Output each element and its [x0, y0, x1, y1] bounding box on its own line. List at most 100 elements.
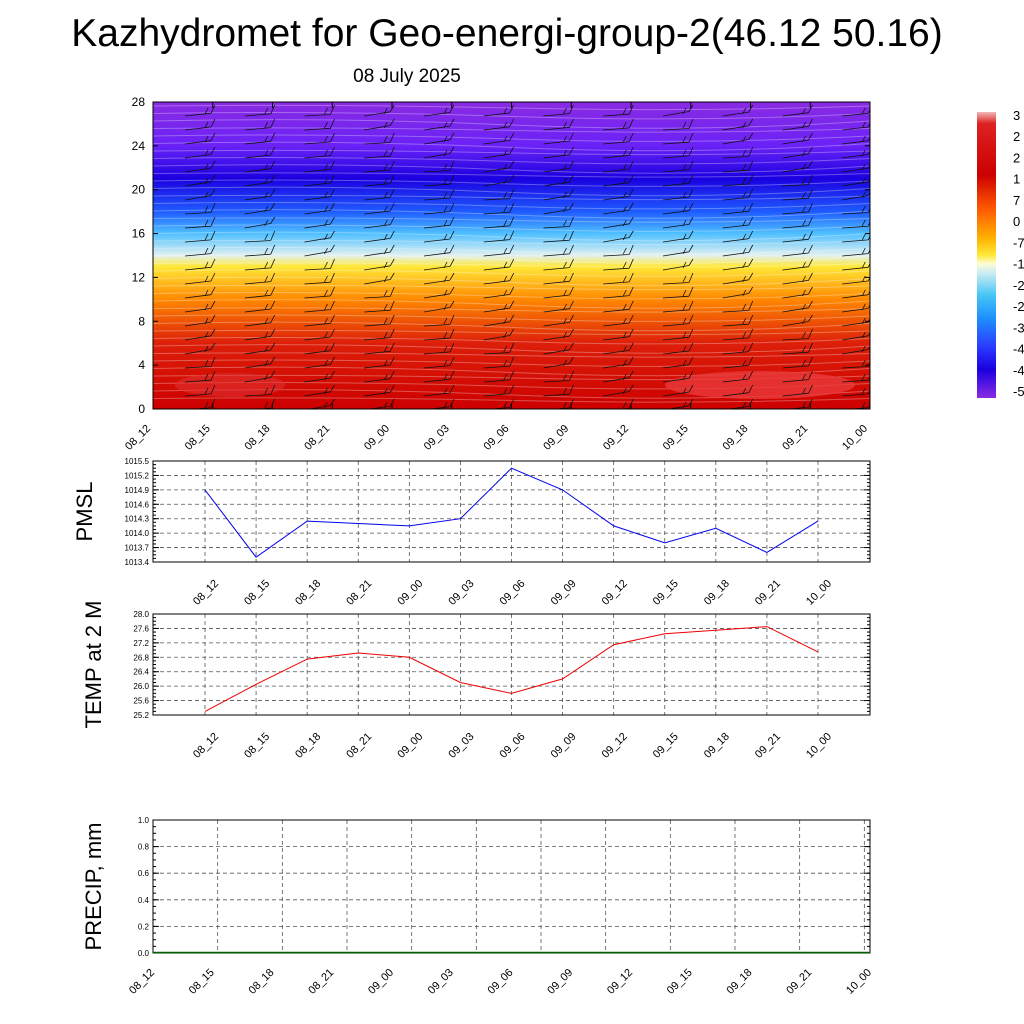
wind-barb — [722, 146, 754, 159]
contour-line — [153, 359, 870, 367]
wind-barb — [304, 174, 335, 187]
wind-barb — [662, 300, 694, 313]
wind-barb — [662, 314, 694, 327]
wind-barb — [782, 104, 813, 117]
wind-barb — [364, 342, 395, 355]
wind-barb — [304, 286, 335, 299]
wind-barb — [184, 188, 216, 201]
contour-line — [153, 134, 870, 142]
wind-barb — [244, 314, 276, 327]
wind-barb — [304, 202, 335, 215]
x-tick-label: 10_00 — [804, 731, 834, 761]
wind-barb — [662, 258, 694, 271]
y-tick-label: 25.6 — [133, 697, 149, 706]
x-tick-label: 08_15 — [242, 578, 272, 608]
wind-barb — [368, 398, 395, 409]
wind-barb — [184, 146, 216, 159]
wind-barb — [304, 244, 335, 257]
wind-barb — [722, 314, 754, 327]
wind-barb — [842, 261, 870, 271]
wind-barb — [304, 300, 335, 313]
contour-line — [153, 262, 870, 268]
wind-barb — [244, 258, 276, 271]
x-tick-label: 09_21 — [753, 578, 783, 608]
wind-barb — [184, 118, 216, 131]
wind-barb — [603, 314, 634, 327]
wind-barb — [842, 135, 870, 145]
wind-barb — [483, 118, 515, 131]
wind-barb — [364, 328, 395, 341]
x-tick-label: 08_21 — [344, 578, 374, 608]
wind-barb — [603, 328, 634, 341]
plot-frame — [152, 460, 871, 563]
y-tick-label: 1014.6 — [125, 500, 150, 509]
wind-barb — [304, 258, 335, 271]
x-tick-label: 08_21 — [302, 423, 332, 453]
wind-barb — [304, 384, 335, 397]
wind-barb — [543, 216, 574, 229]
wind-barb — [543, 104, 574, 117]
contour-line — [153, 307, 870, 313]
wind-barb — [483, 314, 515, 327]
precipitation-panel: 0.0 0.2 0.4 0.6 0.8 1.0 08_12 08_15 08_18 08_21 09… — [81, 816, 874, 997]
wind-barb — [423, 202, 455, 215]
contour-line — [153, 217, 870, 223]
colorbar-label: 1 — [1013, 172, 1020, 187]
wind-barb — [603, 160, 634, 173]
wind-barb — [423, 104, 455, 117]
x-tick-label: 08_12 — [123, 423, 153, 453]
wind-barb — [364, 258, 395, 271]
wind-barb — [423, 188, 455, 201]
wind-barb — [662, 328, 694, 341]
colorbar-label: -5 — [1013, 384, 1024, 399]
wind-barb — [423, 314, 455, 327]
wind-barb — [244, 174, 276, 187]
wind-barb — [782, 216, 813, 229]
wind-barb — [842, 205, 870, 215]
wind-barb — [543, 272, 574, 285]
wind-barb — [483, 216, 515, 229]
x-tick-label: 09_15 — [661, 423, 691, 453]
wind-barb — [603, 258, 634, 271]
x-tick-label: 09_12 — [600, 731, 630, 761]
wind-barb — [184, 370, 216, 383]
wind-barb — [782, 146, 813, 159]
series-line — [204, 626, 819, 712]
wind-barb — [364, 272, 395, 285]
wind-barb — [423, 132, 455, 145]
contour-line — [153, 329, 870, 336]
wind-barb — [842, 275, 870, 285]
wind-barb — [662, 132, 694, 145]
wind-barb — [423, 118, 455, 131]
wind-barb — [364, 104, 395, 117]
wind-barb — [543, 370, 574, 383]
wind-barb — [662, 216, 694, 229]
wind-barb — [842, 191, 870, 201]
wind-barb — [662, 118, 694, 131]
x-tick-label: 09_18 — [721, 423, 751, 453]
wind-barb — [304, 314, 335, 327]
wind-barb — [543, 174, 574, 187]
wind-barb — [722, 356, 754, 369]
wind-barb — [662, 104, 694, 117]
wind-barb — [722, 104, 754, 117]
wind-barb — [364, 216, 395, 229]
x-tick-label: 09_03 — [446, 731, 476, 761]
wind-barb — [662, 230, 694, 243]
wind-barb — [662, 384, 694, 397]
y-tick-label: 8 — [138, 314, 145, 328]
colorbar-label: -1 — [1013, 257, 1024, 272]
y-tick-label: 0 — [138, 402, 145, 416]
wind-barb — [184, 342, 216, 355]
x-tick-label: 09_03 — [446, 578, 476, 608]
cross-section-panel: 0 4 8 12 16 20 24 28 08_12 08_15 08_18 08_21 09_00 09… — [123, 95, 871, 453]
wind-barb — [603, 244, 634, 257]
wind-barb — [483, 328, 515, 341]
wind-barb — [782, 118, 813, 131]
wind-barb — [603, 342, 634, 355]
wind-barb — [782, 384, 813, 397]
contour-line — [153, 231, 870, 242]
wind-barb — [364, 244, 395, 257]
wind-barb — [364, 118, 395, 131]
y-tick-label: 1015.5 — [125, 457, 150, 466]
